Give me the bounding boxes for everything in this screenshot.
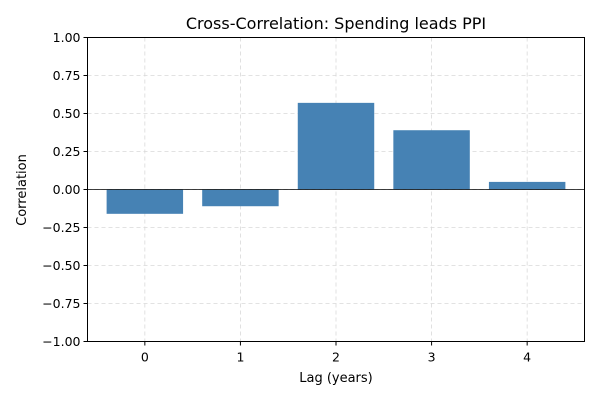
x-tick-label: 4: [523, 350, 531, 365]
y-tick-label: 0.00: [53, 182, 81, 197]
x-axis-label: Lag (years): [299, 371, 373, 386]
bar-lag-4: [488, 181, 566, 190]
y-tick-label: −1.00: [42, 334, 80, 349]
y-tick-label: 0.75: [53, 68, 81, 83]
plot-frame: [87, 37, 585, 342]
x-tick-label: 1: [236, 350, 244, 365]
bars: [106, 102, 566, 214]
chart-title: Cross-Correlation: Spending leads PPI: [186, 14, 486, 33]
bar-lag-0: [106, 189, 184, 214]
axis-ticks: −1.00 −0.75 −0.50 −0.25 0.00 0.25 0.50 0.75 1.00…: [42, 30, 531, 365]
bar-lag-3: [393, 130, 470, 190]
y-tick-label: 0.50: [53, 106, 81, 121]
x-tick-label: 0: [141, 350, 149, 365]
x-tick-label: 3: [428, 350, 436, 365]
y-tick-label: 0.25: [53, 144, 81, 159]
bar-lag-1: [202, 189, 279, 207]
y-tick-label: −0.75: [42, 296, 80, 311]
y-tick-label: −0.50: [42, 258, 80, 273]
y-tick-label: −0.25: [42, 220, 80, 235]
bar-lag-2: [297, 102, 375, 190]
y-tick-label: 1.00: [53, 30, 81, 45]
x-tick-label: 2: [332, 350, 340, 365]
y-axis-label: Correlation: [15, 154, 30, 226]
